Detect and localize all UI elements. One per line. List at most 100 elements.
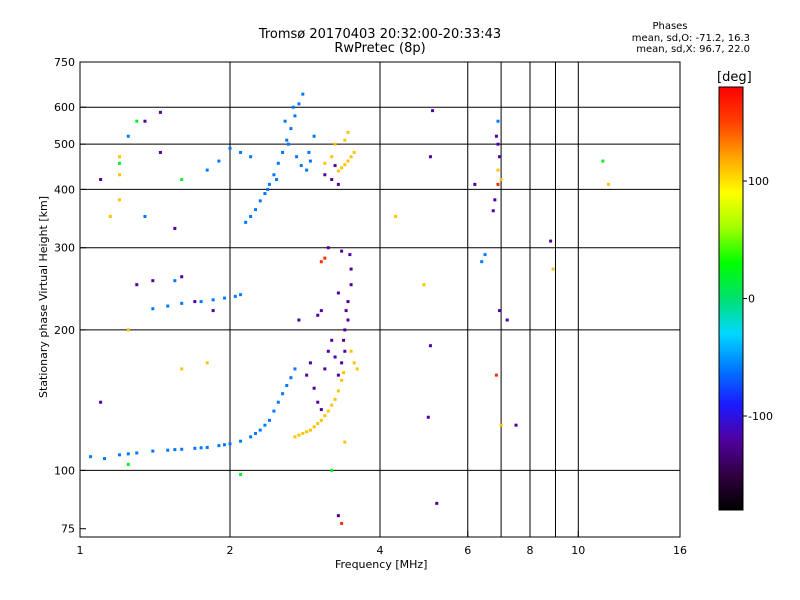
data-point bbox=[426, 415, 430, 419]
data-point bbox=[297, 102, 301, 106]
data-point bbox=[126, 452, 130, 456]
data-point bbox=[431, 109, 435, 113]
x-tick-label: 2 bbox=[227, 544, 234, 557]
data-point bbox=[117, 173, 121, 177]
data-point bbox=[348, 253, 352, 257]
data-point bbox=[499, 423, 503, 427]
data-point bbox=[143, 119, 147, 123]
data-point bbox=[281, 392, 285, 396]
data-point bbox=[126, 462, 130, 466]
data-point bbox=[323, 256, 327, 260]
data-point bbox=[494, 134, 498, 138]
data-point bbox=[301, 431, 305, 435]
data-point bbox=[258, 428, 262, 432]
data-point bbox=[305, 168, 309, 172]
data-point bbox=[239, 473, 243, 477]
data-point bbox=[253, 431, 257, 435]
data-point bbox=[340, 378, 344, 382]
x-tick-label: 8 bbox=[527, 544, 534, 557]
data-point bbox=[158, 110, 162, 114]
data-point bbox=[319, 309, 323, 313]
data-point bbox=[330, 338, 334, 342]
data-point bbox=[491, 209, 495, 213]
chart-subtitle: RwPretec (8p) bbox=[334, 41, 426, 56]
data-point bbox=[249, 155, 253, 159]
data-point bbox=[272, 173, 276, 177]
data-point bbox=[263, 192, 267, 196]
data-point bbox=[349, 349, 353, 353]
data-point bbox=[336, 514, 340, 518]
data-point bbox=[394, 214, 398, 218]
data-point bbox=[333, 355, 337, 359]
data-point bbox=[285, 384, 289, 388]
data-point bbox=[244, 220, 248, 224]
data-point bbox=[330, 178, 334, 182]
data-point bbox=[323, 414, 327, 418]
data-point bbox=[498, 309, 502, 313]
data-point bbox=[99, 178, 103, 182]
data-point bbox=[117, 161, 121, 165]
data-point bbox=[349, 155, 353, 159]
x-tick-label: 1 bbox=[77, 544, 84, 557]
y-tick-label: 200 bbox=[54, 324, 75, 337]
data-point bbox=[323, 367, 327, 371]
data-point bbox=[166, 304, 170, 308]
data-point bbox=[180, 447, 184, 451]
data-point bbox=[346, 300, 350, 304]
colorbar bbox=[718, 86, 744, 511]
data-point bbox=[211, 309, 215, 313]
data-point bbox=[496, 168, 500, 172]
data-point bbox=[435, 501, 439, 505]
data-point bbox=[607, 182, 611, 186]
data-point bbox=[336, 389, 340, 393]
data-point bbox=[326, 349, 330, 353]
data-point bbox=[323, 161, 327, 165]
data-point bbox=[316, 400, 320, 404]
data-point bbox=[505, 318, 509, 322]
data-point bbox=[117, 453, 121, 457]
data-point bbox=[233, 294, 237, 298]
data-point bbox=[473, 182, 477, 186]
data-point bbox=[349, 283, 353, 287]
data-point bbox=[549, 239, 553, 243]
data-point bbox=[343, 163, 347, 167]
data-point bbox=[355, 367, 359, 371]
data-point bbox=[143, 214, 147, 218]
data-point bbox=[336, 373, 340, 377]
y-tick-label: 600 bbox=[54, 101, 75, 114]
data-point bbox=[483, 253, 487, 257]
data-point bbox=[228, 146, 232, 150]
x-tick-label: 16 bbox=[673, 544, 687, 557]
data-point bbox=[276, 400, 280, 404]
data-point bbox=[126, 134, 130, 138]
data-point bbox=[330, 155, 334, 159]
data-point bbox=[135, 119, 139, 123]
data-point bbox=[514, 423, 518, 427]
data-point bbox=[342, 338, 346, 342]
data-point bbox=[205, 445, 209, 449]
data-point bbox=[117, 155, 121, 159]
y-tick-label: 500 bbox=[54, 138, 75, 151]
data-point bbox=[333, 164, 337, 168]
data-point bbox=[289, 127, 293, 131]
data-point bbox=[601, 159, 605, 163]
y-tick-label: 75 bbox=[61, 523, 75, 536]
chart-title: Tromsø 20170403 20:32:00-20:33:43 bbox=[258, 27, 502, 42]
colorbar-label: [deg] bbox=[717, 70, 752, 85]
data-point bbox=[103, 457, 107, 461]
data-point bbox=[151, 279, 155, 283]
data-point bbox=[496, 182, 500, 186]
data-point bbox=[343, 328, 347, 332]
data-point bbox=[223, 443, 227, 447]
data-point bbox=[336, 182, 340, 186]
x-tick-label: 6 bbox=[464, 544, 471, 557]
data-point bbox=[249, 214, 253, 218]
x-tick-label: 10 bbox=[571, 544, 585, 557]
data-point bbox=[480, 260, 484, 264]
data-point bbox=[173, 279, 177, 283]
data-point bbox=[336, 169, 340, 173]
data-point bbox=[266, 187, 270, 191]
data-point bbox=[312, 425, 316, 429]
data-point bbox=[173, 226, 177, 230]
data-point bbox=[330, 468, 334, 472]
